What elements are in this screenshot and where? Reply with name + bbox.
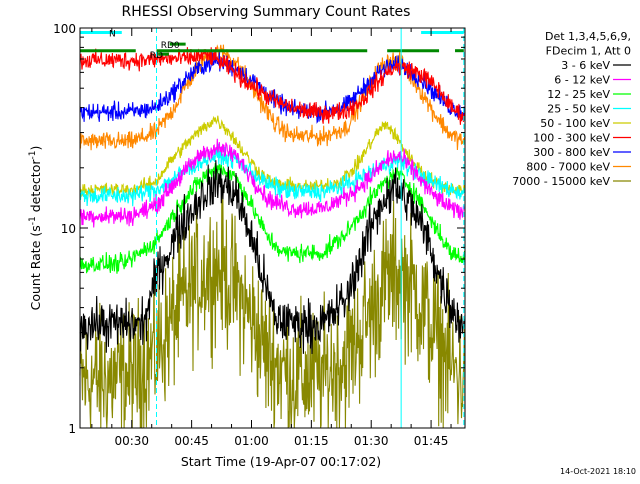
y-tick-label: 100: [53, 22, 76, 36]
legend-entry-label: 12 - 25 keV: [547, 88, 610, 101]
axes: 00:30 00:45 01:00 01:15 01:30 01:45 1 10 100: [53, 22, 466, 448]
timestamp-footer: 14-Oct-2021 18:10: [560, 467, 636, 476]
x-tick-label: 00:45: [174, 434, 209, 448]
x-axis-label: Start Time (19-Apr-07 00:17:02): [181, 454, 381, 469]
y-tick-label: 1: [68, 422, 76, 436]
legend-entry-label: 7000 - 15000 keV: [512, 175, 610, 188]
x-tick-label: 01:00: [234, 434, 269, 448]
legend-entry-label: 300 - 800 keV: [533, 146, 610, 159]
x-tick-label: 00:30: [114, 434, 149, 448]
legend-entry-label: 50 - 100 keV: [540, 117, 610, 130]
x-tick-label: 01:15: [294, 434, 329, 448]
legend-entry-label: 3 - 6 keV: [561, 59, 610, 72]
x-tick-label: 01:45: [414, 434, 449, 448]
legend-entry-label: 100 - 300 keV: [533, 132, 610, 145]
y-axis-label: Count Rate (s-1 detector-1): [28, 146, 43, 311]
legend-entry-label: 25 - 50 keV: [547, 103, 610, 116]
legend-entry-label: 6 - 12 keV: [554, 74, 610, 87]
status-label-n: N: [109, 29, 116, 39]
legend: Det 1,3,4,5,6,9, FDecim 1, Att 03 - 6 keV…: [512, 30, 631, 188]
status-label-rd0: RD0: [161, 41, 180, 51]
legend-header-line: Det 1,3,4,5,6,9,: [545, 30, 631, 43]
plot-area: NRD0RD: [79, 28, 466, 429]
x-tick-label: 01:30: [354, 434, 389, 448]
chart-title: RHESSI Observing Summary Count Rates: [122, 4, 411, 20]
y-tick-label: 10: [61, 222, 76, 236]
legend-header-line: FDecim 1, Att 0: [546, 45, 631, 58]
legend-entry-label: 800 - 7000 keV: [526, 161, 610, 174]
